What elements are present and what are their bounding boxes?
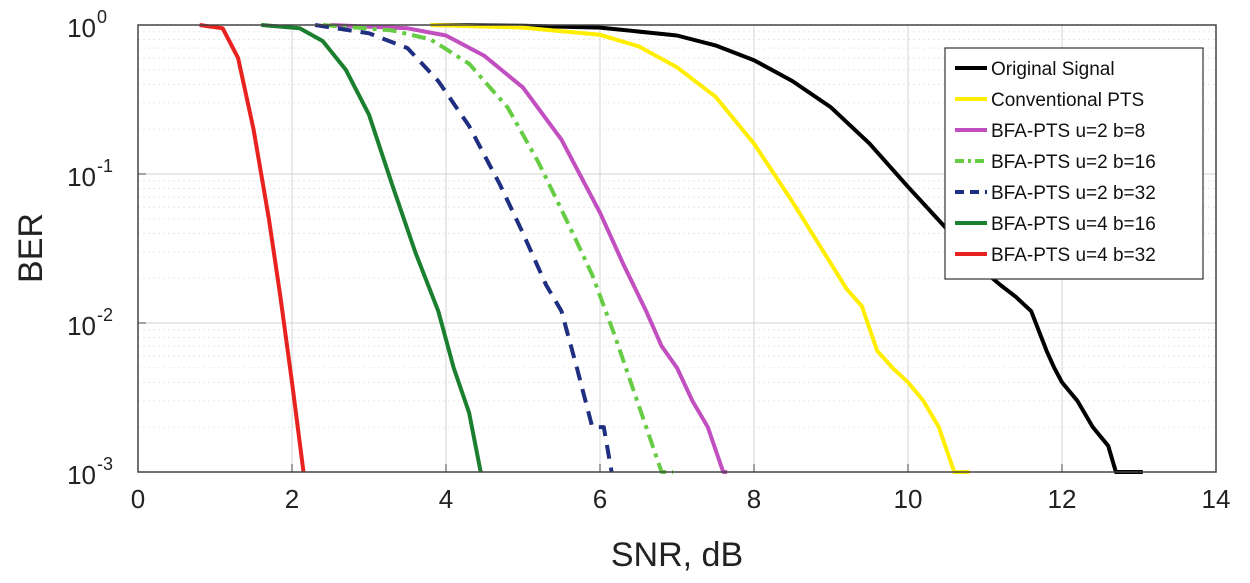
series-line-3 (322, 23, 674, 474)
x-tick-label: 10 (894, 484, 923, 514)
y-tick-exponent: 0 (97, 7, 107, 27)
x-axis-label: SNR, dB (611, 536, 743, 574)
series-line-5 (261, 23, 483, 473)
y-tick-label: 10 (67, 311, 96, 341)
y-tick-label: 10 (67, 460, 96, 490)
y-tick-exponent: -1 (97, 156, 113, 176)
x-tick-label: 2 (285, 484, 299, 514)
legend-box (944, 47, 1204, 280)
legend-label-0: Original Signal (991, 59, 1115, 80)
series-line-2 (330, 23, 728, 474)
series-line-4 (314, 23, 614, 473)
y-tick-exponent: -3 (97, 454, 113, 474)
plot-frame (137, 24, 1217, 473)
series-line-6 (199, 23, 306, 473)
y-axis-label: BER (12, 213, 50, 283)
x-tick-label: 0 (131, 484, 145, 514)
y-tick-label: 10 (67, 13, 96, 43)
legend: Original Signal Conventional PTS BFA-PTS u… (944, 47, 1204, 280)
legend-label-5: BFA-PTS u=4 b=16 (991, 214, 1156, 235)
legend-label-3: BFA-PTS u=2 b=16 (991, 152, 1156, 173)
y-tick-exponent: -2 (97, 305, 113, 325)
legend-label-2: BFA-PTS u=2 b=8 (991, 121, 1145, 142)
x-tick-label: 14 (1202, 484, 1231, 514)
x-tick-label: 4 (439, 484, 453, 514)
x-tick-label: 6 (593, 484, 607, 514)
legend-label-6: BFA-PTS u=4 b=32 (991, 245, 1156, 266)
series-line-1 (430, 23, 970, 474)
x-tick-label: 12 (1048, 484, 1077, 514)
legend-label-4: BFA-PTS u=2 b=32 (991, 183, 1156, 204)
legend-label-1: Conventional PTS (991, 90, 1144, 111)
y-tick-label: 10 (67, 162, 96, 192)
x-tick-label: 8 (747, 484, 761, 514)
